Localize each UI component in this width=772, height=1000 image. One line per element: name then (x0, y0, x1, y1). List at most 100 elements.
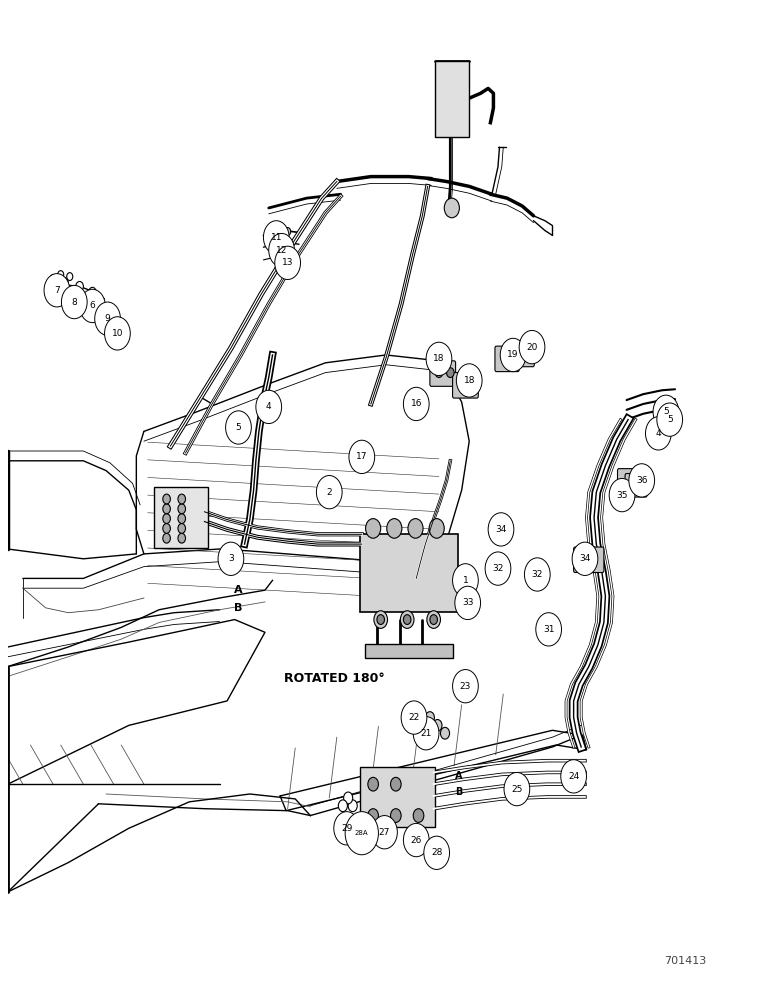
Circle shape (80, 289, 105, 323)
FancyBboxPatch shape (361, 534, 458, 612)
Text: 11: 11 (270, 233, 282, 242)
Circle shape (338, 800, 347, 812)
Circle shape (275, 246, 300, 279)
Text: 5: 5 (235, 423, 242, 432)
Text: 32: 32 (532, 570, 543, 579)
Circle shape (178, 494, 185, 504)
FancyBboxPatch shape (625, 474, 647, 497)
Text: 34: 34 (496, 525, 506, 534)
FancyBboxPatch shape (452, 373, 479, 398)
Circle shape (631, 481, 637, 489)
Text: 1: 1 (462, 576, 469, 585)
Text: ROTATED 180°: ROTATED 180° (284, 672, 384, 685)
Circle shape (456, 364, 482, 397)
Text: B: B (455, 787, 462, 797)
Circle shape (427, 611, 441, 628)
FancyBboxPatch shape (365, 644, 453, 658)
Text: 25: 25 (511, 785, 523, 794)
Circle shape (349, 440, 374, 474)
Circle shape (413, 717, 439, 750)
Circle shape (653, 395, 679, 428)
Circle shape (367, 809, 378, 822)
Circle shape (458, 379, 466, 389)
Text: 34: 34 (579, 554, 591, 563)
Text: 17: 17 (356, 452, 367, 461)
Circle shape (519, 330, 545, 364)
Circle shape (401, 611, 414, 628)
FancyBboxPatch shape (618, 469, 639, 492)
Circle shape (374, 611, 388, 628)
Circle shape (657, 403, 682, 436)
Circle shape (629, 464, 655, 497)
Circle shape (285, 252, 291, 260)
Circle shape (391, 809, 401, 822)
Text: B: B (234, 603, 242, 613)
Circle shape (572, 542, 598, 575)
Circle shape (425, 712, 435, 723)
Text: 8: 8 (72, 298, 77, 307)
FancyBboxPatch shape (154, 487, 208, 548)
Text: 18: 18 (463, 376, 475, 385)
Circle shape (178, 514, 185, 524)
Circle shape (424, 836, 449, 869)
Circle shape (401, 701, 427, 734)
Circle shape (66, 273, 73, 280)
Circle shape (523, 353, 529, 361)
Text: 10: 10 (112, 329, 124, 338)
Text: 9: 9 (105, 314, 110, 323)
Text: 20: 20 (527, 343, 538, 352)
Circle shape (645, 417, 671, 450)
Circle shape (504, 350, 510, 358)
Circle shape (371, 816, 398, 849)
Text: 36: 36 (636, 476, 648, 485)
Circle shape (348, 800, 357, 812)
FancyBboxPatch shape (582, 547, 604, 573)
Circle shape (435, 368, 443, 377)
FancyBboxPatch shape (510, 341, 534, 367)
Text: 33: 33 (462, 598, 473, 607)
Circle shape (163, 524, 171, 533)
Circle shape (452, 670, 479, 703)
Circle shape (391, 777, 401, 791)
Text: 701413: 701413 (664, 956, 706, 966)
Circle shape (488, 513, 514, 546)
Circle shape (408, 519, 423, 538)
Text: 29: 29 (341, 824, 352, 833)
Text: 21: 21 (421, 729, 432, 738)
Text: 3: 3 (228, 554, 234, 563)
Circle shape (269, 233, 294, 267)
Circle shape (426, 342, 452, 376)
Circle shape (433, 720, 442, 731)
Text: 24: 24 (568, 772, 579, 781)
Circle shape (345, 812, 378, 855)
Text: 12: 12 (276, 246, 287, 255)
Circle shape (178, 533, 185, 543)
Circle shape (163, 504, 171, 514)
Text: 6: 6 (90, 301, 95, 310)
FancyBboxPatch shape (574, 547, 595, 573)
Circle shape (524, 558, 550, 591)
Text: 5: 5 (667, 415, 672, 424)
Circle shape (627, 486, 632, 494)
Circle shape (413, 809, 424, 822)
Circle shape (619, 481, 625, 489)
Text: 16: 16 (411, 399, 422, 408)
Text: 31: 31 (543, 625, 554, 634)
Circle shape (256, 390, 282, 424)
Circle shape (404, 823, 429, 857)
Circle shape (285, 239, 291, 247)
Circle shape (441, 727, 449, 739)
Circle shape (104, 317, 130, 350)
Circle shape (455, 586, 480, 620)
Circle shape (163, 514, 171, 524)
Circle shape (263, 221, 290, 254)
FancyBboxPatch shape (430, 361, 455, 386)
Circle shape (76, 281, 83, 291)
Circle shape (366, 519, 381, 538)
Circle shape (387, 519, 402, 538)
Circle shape (50, 275, 56, 282)
Text: 22: 22 (408, 713, 420, 722)
Circle shape (469, 379, 477, 389)
FancyBboxPatch shape (361, 767, 435, 827)
Text: 28A: 28A (355, 830, 368, 836)
